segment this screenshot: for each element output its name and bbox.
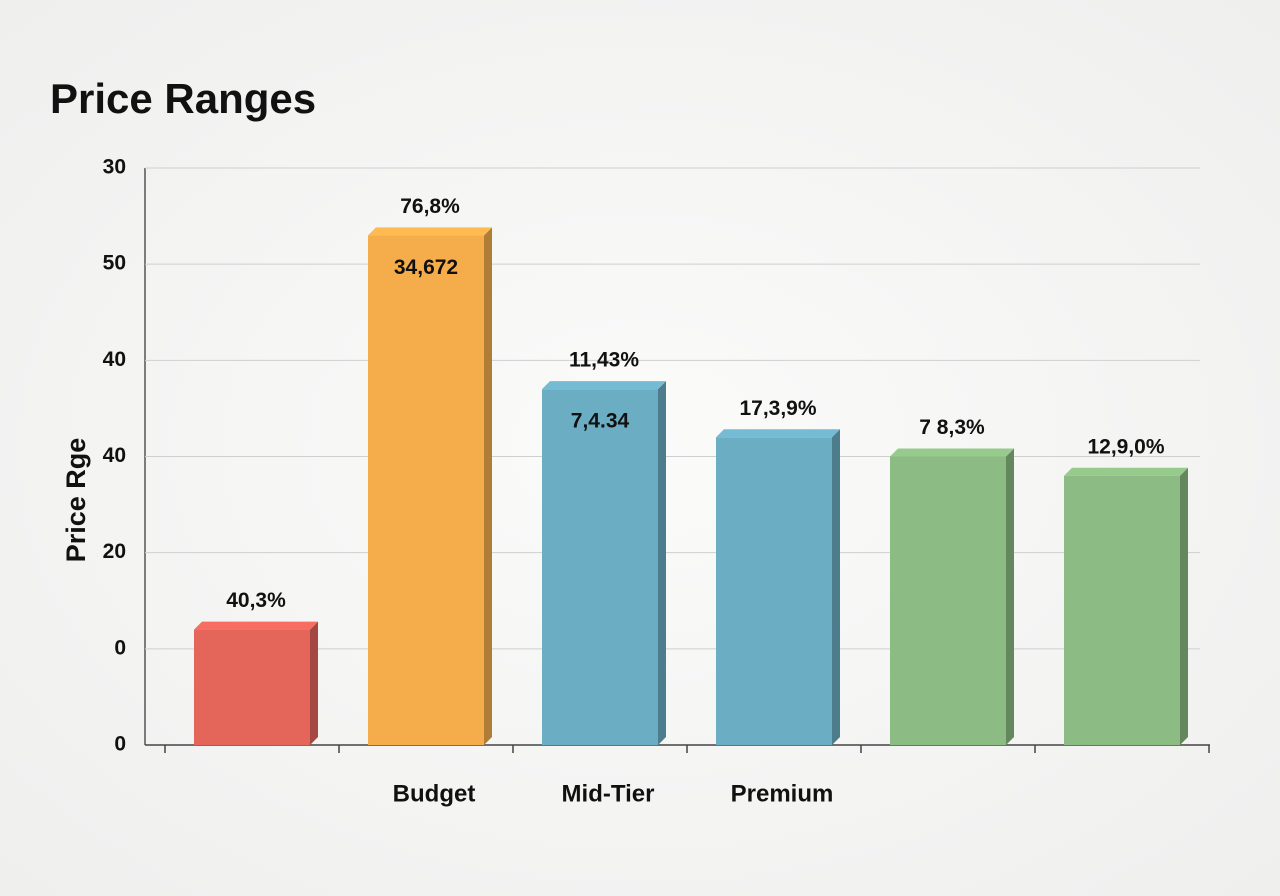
y-axis-label: Price Rge — [61, 438, 91, 563]
bar-top — [1064, 467, 1188, 476]
bar-inner-label: 34,672 — [394, 256, 458, 279]
bar-side — [310, 621, 318, 745]
bar-side — [832, 429, 840, 745]
chart-title: Price Ranges — [50, 75, 316, 122]
bar — [890, 456, 1006, 745]
bar — [368, 235, 484, 746]
y-tick-label: 0 — [114, 636, 126, 659]
bar — [194, 629, 310, 745]
bar-top — [890, 448, 1014, 457]
bar-side — [658, 381, 666, 745]
y-tick-label: 50 — [103, 252, 126, 275]
bar-side — [484, 227, 492, 746]
x-tick-label: Budget — [393, 780, 476, 807]
y-tick-label: 40 — [103, 444, 126, 467]
bar-top-label: 40,3% — [226, 589, 286, 612]
bar-top — [542, 381, 666, 390]
bar-inner-label: 7,4.34 — [571, 410, 630, 433]
bar-top-label: 11,43% — [569, 349, 639, 372]
bar-top-label: 76,8% — [400, 195, 460, 218]
bar-top-label: 17,3,9% — [739, 397, 816, 420]
bar-top — [194, 621, 318, 630]
bar-top-label: 7 8,3% — [919, 416, 985, 439]
y-tick-label: 40 — [103, 348, 126, 371]
x-tick-label: Mid-Tier — [562, 780, 655, 807]
x-tick-label: Premium — [731, 780, 834, 807]
bar-top — [716, 429, 840, 438]
bar-top-label: 12,9,0% — [1087, 435, 1164, 458]
bar — [1064, 475, 1180, 745]
y-tick-label: 30 — [103, 156, 126, 179]
y-tick-label: 0 — [114, 733, 126, 756]
y-tick-label: 20 — [103, 540, 126, 563]
bar-side — [1006, 448, 1014, 745]
bar-top — [368, 227, 492, 236]
bar-side — [1180, 467, 1188, 745]
bar — [542, 389, 658, 745]
bar — [716, 437, 832, 745]
